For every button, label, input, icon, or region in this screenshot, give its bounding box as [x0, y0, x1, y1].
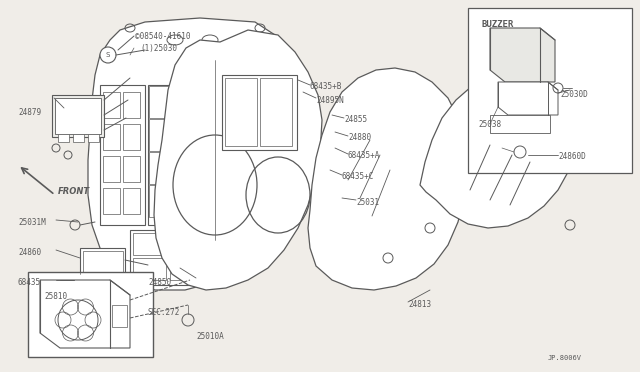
Bar: [123, 124, 140, 150]
Bar: [103, 124, 120, 150]
Text: 68435+C: 68435+C: [342, 172, 374, 181]
Bar: [468, 8, 632, 173]
Text: 24850: 24850: [148, 278, 171, 287]
Text: 24860: 24860: [18, 248, 41, 257]
Text: 25031M: 25031M: [18, 218, 45, 227]
Text: 25031: 25031: [356, 198, 379, 207]
Bar: [186, 86, 222, 118]
Text: S: S: [106, 52, 110, 58]
Bar: [186, 185, 222, 217]
Bar: [133, 258, 166, 280]
Bar: [225, 78, 257, 146]
Bar: [52, 95, 104, 137]
Text: 25030D: 25030D: [560, 90, 588, 99]
Bar: [100, 85, 145, 225]
Bar: [133, 233, 166, 255]
Bar: [103, 188, 120, 214]
Bar: [130, 230, 210, 285]
Bar: [149, 119, 185, 151]
Bar: [123, 188, 140, 214]
Bar: [83, 251, 123, 275]
Text: BUZZER: BUZZER: [482, 20, 515, 29]
Bar: [123, 92, 140, 118]
Bar: [149, 152, 185, 184]
Text: SEC.272: SEC.272: [148, 308, 180, 317]
Text: 68435+A: 68435+A: [348, 151, 380, 160]
Bar: [73, 134, 84, 142]
Circle shape: [100, 47, 116, 63]
Bar: [186, 152, 222, 184]
Text: ©08540-41610: ©08540-41610: [135, 32, 191, 41]
Bar: [186, 119, 222, 151]
Bar: [80, 248, 125, 278]
Text: (1)25030: (1)25030: [140, 44, 177, 53]
Bar: [88, 134, 99, 142]
Text: 24895N: 24895N: [316, 96, 344, 105]
Polygon shape: [88, 18, 280, 290]
Bar: [223, 119, 259, 151]
Bar: [58, 134, 69, 142]
Polygon shape: [40, 280, 130, 348]
Text: 25038: 25038: [478, 120, 501, 129]
Bar: [55, 98, 101, 134]
Text: 25010A: 25010A: [196, 332, 224, 341]
Bar: [223, 86, 259, 118]
Text: 24855: 24855: [344, 115, 367, 124]
Bar: [223, 185, 259, 217]
Bar: [170, 233, 203, 255]
Text: JP.8006V: JP.8006V: [548, 355, 582, 361]
Text: 25810: 25810: [44, 292, 67, 301]
Text: 68435: 68435: [18, 278, 41, 287]
Polygon shape: [490, 28, 555, 82]
Bar: [28, 272, 153, 357]
Text: FRONT: FRONT: [58, 187, 90, 196]
Bar: [222, 75, 297, 150]
Bar: [260, 78, 292, 146]
Bar: [490, 115, 550, 133]
Bar: [148, 85, 266, 225]
Bar: [103, 156, 120, 182]
Bar: [112, 305, 127, 327]
Polygon shape: [308, 68, 466, 290]
Polygon shape: [420, 72, 576, 228]
Bar: [149, 185, 185, 217]
Bar: [170, 258, 203, 280]
Text: 24813: 24813: [408, 300, 431, 309]
Polygon shape: [498, 82, 558, 115]
Bar: [149, 86, 185, 118]
Bar: [103, 92, 120, 118]
Bar: [223, 152, 259, 184]
Bar: [123, 156, 140, 182]
Polygon shape: [154, 30, 322, 290]
Text: 24880: 24880: [348, 133, 371, 142]
Text: 24860D: 24860D: [558, 152, 586, 161]
Text: 68435+B: 68435+B: [310, 82, 342, 91]
Text: 24879: 24879: [18, 108, 41, 117]
